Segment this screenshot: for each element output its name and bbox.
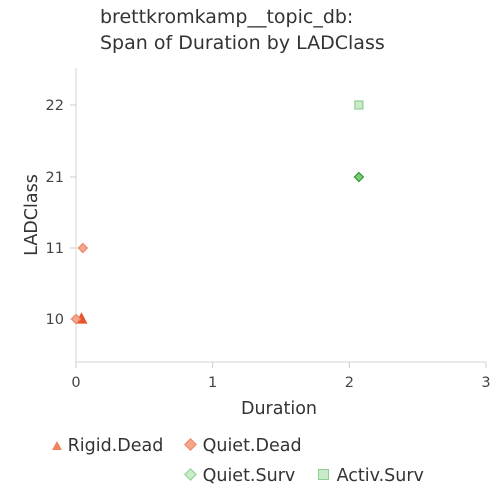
y-tick-label: 10 bbox=[46, 312, 64, 328]
chart-title-line-1: brettkromkamp__topic_db: bbox=[100, 6, 354, 28]
point-diamond bbox=[77, 242, 89, 254]
legend-label: Quiet.Surv bbox=[202, 466, 296, 486]
legend-diamond-icon bbox=[184, 438, 197, 451]
point-square bbox=[354, 100, 364, 110]
y-tick-label: 21 bbox=[46, 170, 64, 186]
legend-item-quiet-dead: Quiet.Dead bbox=[184, 436, 302, 456]
legend-diamond-icon bbox=[184, 468, 197, 481]
legend-triangle-icon bbox=[52, 441, 62, 450]
legend-square-icon bbox=[318, 469, 329, 480]
x-axis-label: Duration bbox=[241, 399, 317, 419]
legend-label: Activ.Surv bbox=[336, 466, 424, 486]
x-tick-label: 2 bbox=[345, 375, 354, 391]
point-diamond bbox=[353, 171, 365, 183]
legend-item-quiet-surv: Quiet.Surv bbox=[184, 466, 296, 486]
x-tick-label: 1 bbox=[208, 375, 217, 391]
chart-title-line-2: Span of Duration by LADClass bbox=[100, 32, 385, 54]
legend-label: Rigid.Dead bbox=[67, 436, 164, 456]
y-tick-label: 11 bbox=[46, 241, 64, 257]
legend-item-activ-surv: Activ.Surv bbox=[318, 466, 424, 486]
x-tick-label: 0 bbox=[71, 375, 80, 391]
y-axis-label: LADClass bbox=[22, 174, 42, 256]
x-tick-label: 3 bbox=[481, 375, 490, 391]
legend-label: Quiet.Dead bbox=[202, 436, 302, 456]
y-tick-label: 22 bbox=[46, 98, 64, 114]
legend-item-rigid-dead: Rigid.Dead bbox=[52, 436, 163, 456]
point-diamond bbox=[70, 313, 82, 325]
